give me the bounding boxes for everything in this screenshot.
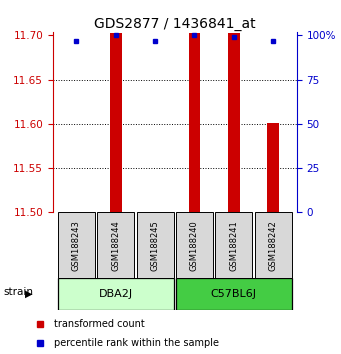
Text: DBA2J: DBA2J (99, 289, 133, 299)
Bar (58, 212, 95, 278)
Text: ▶: ▶ (25, 289, 33, 299)
Bar (228, 33, 240, 212)
Bar (110, 33, 122, 212)
Text: GSM188245: GSM188245 (151, 220, 160, 270)
Text: transformed count: transformed count (55, 319, 145, 329)
Title: GDS2877 / 1436841_at: GDS2877 / 1436841_at (94, 17, 255, 31)
Text: C57BL6J: C57BL6J (211, 289, 257, 299)
Text: percentile rank within the sample: percentile rank within the sample (55, 338, 219, 348)
Bar (267, 123, 279, 212)
Bar (176, 278, 292, 310)
Bar (176, 212, 213, 278)
Bar (255, 212, 292, 278)
Bar (189, 33, 200, 212)
Bar (215, 212, 252, 278)
Text: GSM188244: GSM188244 (111, 220, 120, 270)
Text: GSM188242: GSM188242 (269, 220, 278, 270)
Text: GSM188243: GSM188243 (72, 220, 81, 270)
Bar (97, 212, 134, 278)
Bar (58, 278, 174, 310)
Text: strain: strain (3, 287, 33, 297)
Bar (137, 212, 174, 278)
Text: GSM188241: GSM188241 (229, 220, 238, 270)
Text: GSM188240: GSM188240 (190, 220, 199, 270)
